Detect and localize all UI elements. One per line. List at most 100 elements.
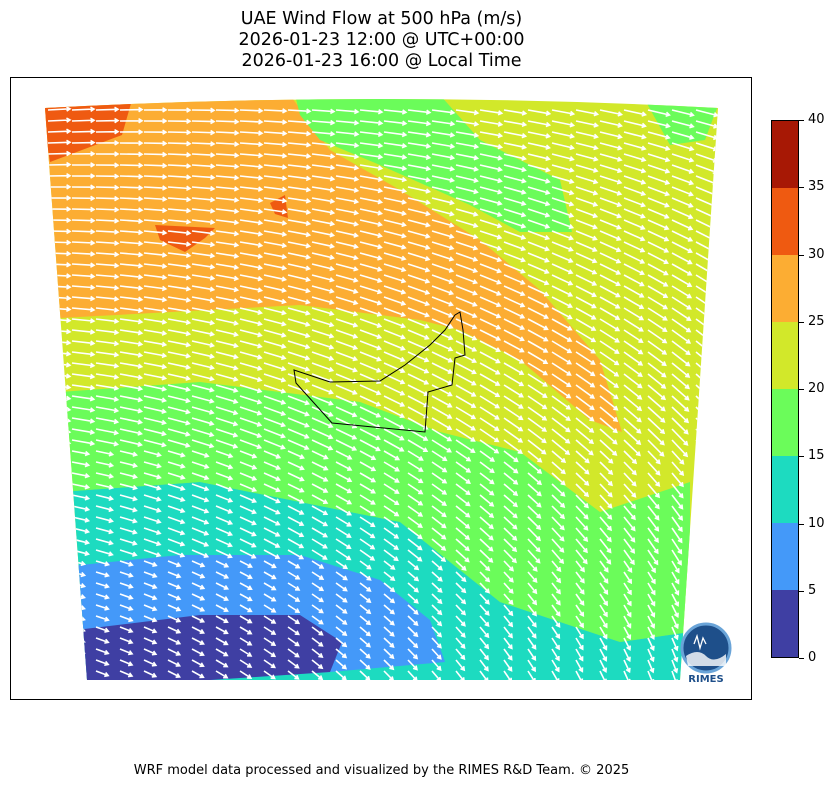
wind-arrow <box>671 109 695 118</box>
wind-arrow <box>215 516 234 525</box>
wind-arrow <box>359 241 383 250</box>
wind-arrow <box>143 549 162 558</box>
wind-arrow <box>479 527 494 541</box>
wind-arrow <box>383 648 395 660</box>
wind-arrow <box>143 593 158 601</box>
wind-arrow <box>527 109 552 116</box>
wind-arrow <box>503 582 514 594</box>
wind-arrow <box>191 129 216 136</box>
wind-arrow <box>263 373 287 383</box>
wind-arrow <box>599 318 621 332</box>
wind-arrow <box>335 351 359 362</box>
wind-arrow <box>215 538 233 548</box>
wind-arrow <box>143 571 158 579</box>
wind-arrow <box>671 373 690 390</box>
wind-arrow <box>335 527 352 538</box>
wind-arrow <box>551 604 561 617</box>
wind-arrow <box>407 538 423 551</box>
wind-arrow <box>335 307 359 317</box>
wind-arrow <box>335 153 360 160</box>
wind-arrow <box>95 140 120 146</box>
wind-arrow <box>431 142 456 149</box>
wind-arrow <box>479 329 502 341</box>
wind-arrow <box>191 648 205 657</box>
wind-arrow <box>383 164 408 171</box>
wind-arrow <box>551 274 574 286</box>
wind-arrow <box>287 439 310 451</box>
wind-arrow <box>95 582 110 589</box>
wind-arrow <box>71 406 96 413</box>
wind-arrow <box>335 241 359 250</box>
wind-arrow <box>383 384 406 396</box>
wind-arrow <box>263 285 287 293</box>
wind-arrow <box>575 175 599 185</box>
wind-arrow <box>383 131 408 138</box>
wind-arrow <box>143 196 168 202</box>
wind-arrow <box>119 571 134 578</box>
wind-arrow <box>479 439 500 454</box>
wind-arrow <box>167 285 192 292</box>
wind-arrow <box>71 128 96 135</box>
wind-arrow <box>263 626 277 635</box>
wind-arrow <box>215 571 230 579</box>
wind-arrow <box>335 461 353 471</box>
wind-arrow <box>647 351 667 367</box>
wind-arrow <box>239 318 263 327</box>
wind-arrow <box>431 219 455 228</box>
wind-arrow <box>671 131 695 140</box>
wind-arrow <box>431 384 453 397</box>
wind-arrow <box>215 615 229 624</box>
wind-arrow <box>575 582 585 595</box>
wind-arrow <box>287 351 311 361</box>
wind-arrow <box>383 186 408 194</box>
wind-arrow <box>311 263 335 272</box>
wind-arrow <box>239 472 258 481</box>
wind-arrow <box>551 670 560 680</box>
wind-arrow <box>599 406 619 422</box>
wind-arrow <box>167 439 191 448</box>
wind-arrow <box>575 648 584 662</box>
wind-arrow <box>263 362 287 372</box>
wind-arrow <box>623 406 642 423</box>
wind-arrow <box>359 670 371 680</box>
wind-arrow <box>407 197 431 205</box>
wind-arrow <box>359 439 381 452</box>
wind-arrow <box>671 582 680 596</box>
wind-arrow <box>503 274 526 285</box>
wind-arrow <box>623 472 637 487</box>
wind-arrow <box>119 428 143 436</box>
wind-arrow <box>215 384 239 393</box>
wind-arrow <box>671 274 693 287</box>
wind-arrow <box>119 351 144 358</box>
wind-arrow <box>119 263 144 269</box>
wind-arrow <box>143 307 168 314</box>
wind-arrow <box>671 472 684 488</box>
wind-arrow <box>167 571 182 579</box>
wind-arrow <box>71 384 96 391</box>
wind-arrow <box>143 229 168 236</box>
wind-arrow <box>599 505 613 520</box>
wind-arrow <box>503 395 524 409</box>
wind-arrow <box>647 197 670 208</box>
wind-arrow <box>263 241 288 249</box>
wind-arrow <box>671 527 683 544</box>
wind-arrow <box>95 162 120 168</box>
wind-arrow <box>359 307 383 317</box>
wind-arrow <box>263 670 276 680</box>
wind-arrow <box>359 582 372 592</box>
wind-arrow <box>527 329 549 342</box>
wind-arrow <box>287 274 311 283</box>
wind-arrow <box>551 560 562 573</box>
wind-arrow <box>311 527 329 538</box>
wind-arrow <box>167 318 192 326</box>
wind-arrow <box>479 450 496 462</box>
wind-arrow <box>287 384 311 395</box>
wind-arrow <box>383 494 400 506</box>
wind-arrow <box>119 240 144 247</box>
wind-arrow <box>479 494 495 507</box>
wind-arrow <box>671 384 690 401</box>
wind-arrow <box>143 129 168 135</box>
wind-arrow <box>527 307 550 320</box>
wind-arrow <box>599 329 620 343</box>
wind-arrow <box>431 395 453 408</box>
